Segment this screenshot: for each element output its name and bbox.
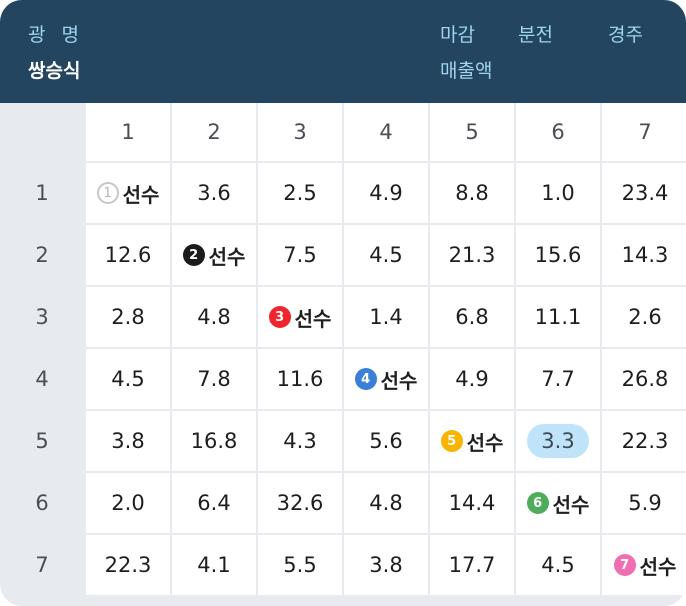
odds-header: 광명 쌍승식 마감 분전 경주 매출액 — [0, 0, 686, 103]
column-header: 1 — [86, 103, 170, 161]
row-header: 5 — [35, 429, 49, 453]
sales-amount-label: 매출액 — [440, 60, 493, 82]
odds-cell[interactable]: 2.0 — [86, 473, 170, 533]
column-header: 7 — [602, 103, 686, 161]
odds-cell[interactable]: 6.4 — [172, 473, 256, 533]
odds-cell[interactable]: 4.9 — [344, 163, 428, 223]
odds-cell[interactable]: 1.0 — [516, 163, 600, 223]
odds-cell[interactable]: 22.3 — [602, 411, 686, 471]
odds-cell[interactable]: 4.1 — [172, 535, 256, 595]
odds-cell[interactable]: 4.3 — [258, 411, 342, 471]
odds-cell[interactable]: 7.7 — [516, 349, 600, 409]
row-header: 4 — [35, 367, 49, 391]
odds-cell[interactable]: 15.6 — [516, 225, 600, 285]
odds-cell[interactable]: 22.3 — [86, 535, 170, 595]
self-label: 선수 — [294, 306, 332, 331]
highlighted-odds[interactable]: 3.3 — [527, 424, 589, 458]
odds-cell[interactable]: 14.3 — [602, 225, 686, 285]
odds-cell[interactable]: 23.4 — [602, 163, 686, 223]
self-cell: 1 선수 — [86, 163, 170, 223]
odds-cell[interactable]: 26.8 — [602, 349, 686, 409]
odds-cell[interactable]: 16.8 — [172, 411, 256, 471]
column-header: 3 — [258, 103, 342, 161]
self-label: 선수 — [552, 492, 590, 517]
odds-cell[interactable]: 1.4 — [344, 287, 428, 347]
deadline-label: 마감 — [440, 24, 475, 46]
odds-cell[interactable]: 4.8 — [172, 287, 256, 347]
odds-grid: 1 2 3 4 5 6 7 1 1 선수 3.6 2.5 4.9 8.8 1.0 23.4 2 12.6 2 선수 7.… — [0, 103, 686, 606]
self-cell: 3 선수 — [258, 287, 342, 347]
odds-cell[interactable]: 4.5 — [516, 535, 600, 595]
odds-cell[interactable]: 14.4 — [430, 473, 514, 533]
odds-cell[interactable]: 3.8 — [344, 535, 428, 595]
minutes-before-label: 분전 — [518, 24, 553, 46]
row-header: 2 — [35, 243, 49, 267]
column-header: 2 — [172, 103, 256, 161]
odds-cell[interactable]: 4.5 — [86, 349, 170, 409]
column-header: 4 — [344, 103, 428, 161]
odds-cell[interactable]: 7.8 — [172, 349, 256, 409]
odds-cell[interactable]: 4.5 — [344, 225, 428, 285]
odds-cell[interactable]: 2.6 — [602, 287, 686, 347]
odds-cell[interactable]: 12.6 — [86, 225, 170, 285]
self-label: 선수 — [380, 368, 418, 393]
self-cell: 4 선수 — [344, 349, 428, 409]
racer-number-badge: 4 — [354, 368, 377, 390]
odds-cell[interactable]: 6.8 — [430, 287, 514, 347]
odds-cell[interactable]: 3.6 — [172, 163, 256, 223]
odds-cell[interactable]: 4.8 — [344, 473, 428, 533]
odds-cell[interactable]: 11.1 — [516, 287, 600, 347]
self-label: 선수 — [466, 430, 504, 455]
self-label: 선수 — [639, 554, 677, 579]
row-header: 6 — [35, 491, 49, 515]
racer-number-badge: 6 — [526, 492, 549, 514]
racer-number-badge: 5 — [440, 430, 463, 452]
row-header: 7 — [35, 553, 49, 577]
odds-cell[interactable]: 3.3 — [516, 411, 600, 471]
odds-cell[interactable]: 7.5 — [258, 225, 342, 285]
column-header: 6 — [516, 103, 600, 161]
self-label: 선수 — [208, 244, 246, 269]
odds-cell[interactable]: 17.7 — [430, 535, 514, 595]
racer-number-badge: 1 — [96, 182, 119, 204]
odds-cell[interactable]: 21.3 — [430, 225, 514, 285]
corner-cell — [0, 103, 84, 161]
row-header: 1 — [35, 181, 49, 205]
odds-cell[interactable]: 4.9 — [430, 349, 514, 409]
odds-cell[interactable]: 32.6 — [258, 473, 342, 533]
race-label: 경주 — [608, 24, 643, 46]
row-header: 3 — [35, 305, 49, 329]
odds-cell[interactable]: 2.5 — [258, 163, 342, 223]
self-cell: 6 선수 — [516, 473, 600, 533]
racer-number-badge: 3 — [268, 306, 291, 328]
odds-cell[interactable]: 5.9 — [602, 473, 686, 533]
odds-cell[interactable]: 2.8 — [86, 287, 170, 347]
odds-cell[interactable]: 11.6 — [258, 349, 342, 409]
self-label: 선수 — [122, 182, 160, 207]
odds-cell[interactable]: 5.5 — [258, 535, 342, 595]
odds-cell[interactable]: 3.8 — [86, 411, 170, 471]
self-cell: 5 선수 — [430, 411, 514, 471]
racer-number-badge: 7 — [613, 554, 636, 576]
odds-cell[interactable]: 8.8 — [430, 163, 514, 223]
region-label: 광명 — [28, 24, 95, 46]
self-cell: 2 선수 — [172, 225, 256, 285]
odds-cell[interactable]: 5.6 — [344, 411, 428, 471]
racer-number-badge: 2 — [182, 244, 205, 266]
bet-type-label: 쌍승식 — [28, 60, 81, 82]
column-header: 5 — [430, 103, 514, 161]
self-cell: 7 선수 — [602, 535, 686, 595]
